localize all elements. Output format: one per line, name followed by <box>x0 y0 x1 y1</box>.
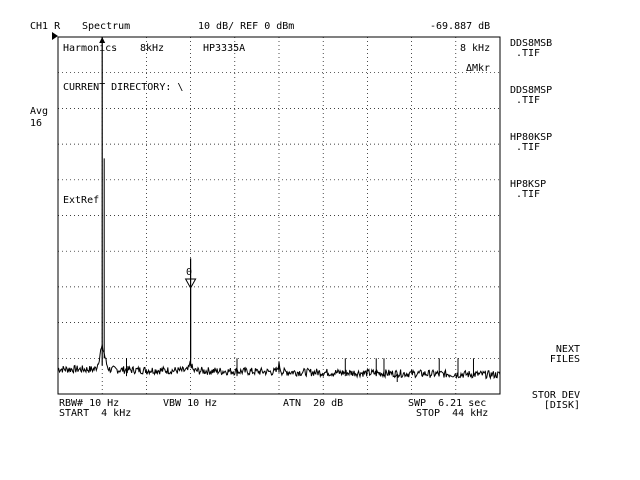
start-freq: START 4 kHz <box>59 408 132 419</box>
softkey-label: .TIF <box>516 48 541 59</box>
marker-triangle-icon <box>184 278 197 290</box>
delta-marker-icon <box>394 373 400 382</box>
spectrum-trace <box>57 344 501 380</box>
avg-label: Avg <box>30 106 49 117</box>
softkey-label: [DISK] <box>543 400 580 411</box>
softkey-label: .TIF <box>516 189 541 200</box>
atn-label: ATN 20 dB <box>283 398 344 409</box>
reference-arrow-icon <box>99 37 106 43</box>
channel-label: CH1 R <box>30 21 61 32</box>
avg-count: 16 <box>30 118 43 129</box>
softkey-label: .TIF <box>516 95 541 106</box>
softkey-label: HP8KSP <box>510 179 547 190</box>
screen-title-source: HP3335A <box>203 43 246 54</box>
softkey-label: HP80KSP <box>510 132 553 143</box>
delta-marker-label: ΔMkr <box>466 63 491 74</box>
stor-dev-button[interactable]: STOR DEV [DISK] <box>532 391 580 411</box>
screen-title-freq: 8kHz <box>140 43 165 54</box>
ext-ref-label: ExtRef <box>63 195 100 206</box>
rbw-label: RBW# 10 Hz <box>59 398 120 409</box>
softkey-file-3[interactable]: HP80KSP .TIF <box>510 133 552 153</box>
softkey-label: STOR DEV <box>531 390 580 401</box>
active-trace-icon <box>52 32 58 40</box>
softkey-label: NEXT <box>555 344 580 355</box>
softkey-label: DDS8MSB <box>510 38 553 49</box>
scale-label: 10 dB/ REF 0 dBm <box>198 21 295 32</box>
sweep-time: SWP 6.21 sec <box>408 398 487 409</box>
marker-number: 0 <box>186 267 193 278</box>
next-files-button[interactable]: NEXT FILES <box>550 345 580 365</box>
marker-freq: 8 kHz <box>460 43 491 54</box>
vbw-label: VBW 10 Hz <box>163 398 218 409</box>
current-directory: CURRENT DIRECTORY: \ <box>63 82 184 93</box>
stop-freq: STOP 44 kHz <box>416 408 489 419</box>
softkey-label: .TIF <box>516 142 541 153</box>
softkey-label: FILES <box>549 354 580 365</box>
screen-title: Harmonics <box>63 43 118 54</box>
mode-label: Spectrum <box>82 21 131 32</box>
softkey-label: DDS8MSP <box>510 85 553 96</box>
softkey-file-2[interactable]: DDS8MSP .TIF <box>510 86 552 106</box>
softkey-file-1[interactable]: DDS8MSB .TIF <box>510 39 552 59</box>
softkey-file-4[interactable]: HP8KSP .TIF <box>510 180 546 200</box>
marker-readout: -69.887 dB <box>430 21 491 32</box>
